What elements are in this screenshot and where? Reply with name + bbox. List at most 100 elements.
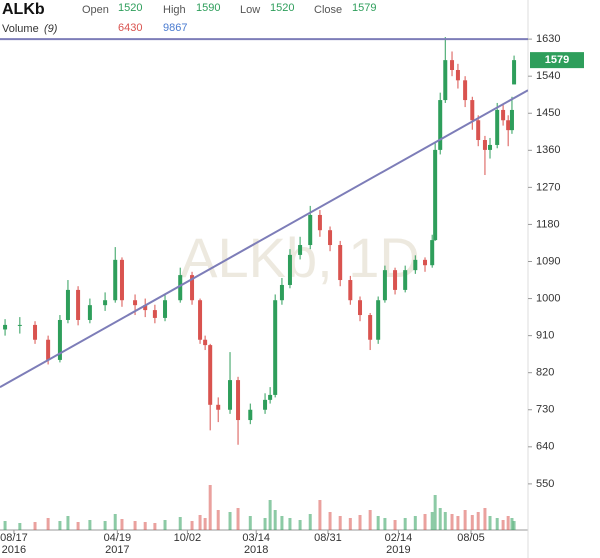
candle-body xyxy=(76,289,81,320)
candle-body xyxy=(430,240,435,266)
candle-body xyxy=(423,259,428,266)
y-tick-label: 1540 xyxy=(536,70,560,82)
candle-body xyxy=(413,259,418,271)
volume-bar xyxy=(510,518,514,530)
volume-bar xyxy=(113,514,117,530)
volume-bar xyxy=(456,516,460,530)
candle-body xyxy=(216,404,221,410)
volume-value: 6430 xyxy=(118,22,142,34)
volume-bar xyxy=(376,516,380,530)
volume-bar xyxy=(501,520,505,530)
volume-bar xyxy=(133,521,137,530)
candle-body xyxy=(328,230,333,246)
volume-bar xyxy=(413,516,417,530)
volume-bar xyxy=(268,500,272,530)
x-tick-label: 04/19 xyxy=(104,532,132,544)
low-label: Low xyxy=(240,4,260,16)
candle-body xyxy=(376,300,381,340)
candle-body xyxy=(57,319,62,360)
volume-bar xyxy=(163,520,167,530)
volume-bar xyxy=(3,521,7,530)
candle-body xyxy=(403,270,408,290)
candle-body xyxy=(17,324,22,326)
candle-body xyxy=(248,409,253,421)
x-tick-year: 2017 xyxy=(105,544,129,556)
candle-body xyxy=(393,270,398,290)
volume-average: 9867 xyxy=(163,22,187,34)
volume-bar xyxy=(328,512,332,530)
candle-body xyxy=(298,245,303,255)
volume-bar xyxy=(338,516,342,530)
candle-body xyxy=(268,394,273,400)
volume-bar xyxy=(438,508,442,530)
candle-body xyxy=(208,345,213,405)
y-tick-label: 1270 xyxy=(536,181,560,193)
volume-bar xyxy=(263,518,267,530)
x-tick-label: 10/02 xyxy=(174,532,202,544)
volume-bar xyxy=(463,510,467,530)
y-tick-label: 820 xyxy=(536,367,554,379)
volume-bar xyxy=(120,519,124,530)
candle-body xyxy=(443,60,448,101)
volume-bar xyxy=(358,515,362,530)
volume-bar xyxy=(368,510,372,530)
price-tag xyxy=(530,52,584,69)
candle-body xyxy=(368,315,373,340)
y-tick-label: 1360 xyxy=(536,144,560,156)
volume-bar xyxy=(512,521,516,530)
candle-body xyxy=(501,109,506,121)
candle-body xyxy=(463,80,468,101)
volume-bar xyxy=(495,518,499,530)
y-tick-label: 910 xyxy=(536,330,554,342)
y-tick-label: 640 xyxy=(536,441,554,453)
volume-bar xyxy=(318,500,322,530)
candle-body xyxy=(3,324,8,330)
volume-bar xyxy=(488,516,492,530)
volume-bar xyxy=(308,514,312,530)
y-tick-label: 1000 xyxy=(536,292,560,304)
x-tick-label: 08/05 xyxy=(457,532,485,544)
volume-bar xyxy=(178,517,182,530)
volume-bar xyxy=(198,515,202,530)
candle-body xyxy=(87,305,92,320)
trend-line xyxy=(0,89,528,388)
candle-body xyxy=(358,300,363,316)
candle-body xyxy=(133,300,138,306)
x-tick-label: 08/17 xyxy=(0,532,28,544)
close-label: Close xyxy=(314,4,342,16)
volume-bar xyxy=(423,514,427,530)
candle-body xyxy=(203,339,208,346)
volume-bar xyxy=(46,518,50,530)
open-label: Open xyxy=(82,4,109,16)
y-tick-label: 550 xyxy=(536,478,554,490)
volume-bar xyxy=(208,485,212,530)
volume-bar xyxy=(18,523,22,530)
candle-body xyxy=(236,380,241,421)
volume-bar xyxy=(190,521,194,530)
candle-body xyxy=(308,214,313,246)
volume-label: Volume xyxy=(2,23,39,35)
candle-body xyxy=(103,300,108,306)
candle-body xyxy=(433,149,438,241)
candle-body xyxy=(33,324,38,340)
volume-bar xyxy=(443,512,447,530)
x-tick-year: 2019 xyxy=(386,544,410,556)
volume-bar xyxy=(430,512,434,530)
volume-bar xyxy=(216,510,220,530)
volume-bar xyxy=(203,518,207,530)
volume-bar xyxy=(383,518,387,530)
x-tick-label: 02/14 xyxy=(385,532,413,544)
volume-bar xyxy=(58,521,62,530)
candle-body xyxy=(438,100,443,150)
volume-bar xyxy=(228,512,232,530)
candle-body xyxy=(495,109,500,145)
high-value: 1590 xyxy=(196,2,220,14)
volume-bar xyxy=(470,515,474,530)
volume-bar xyxy=(280,516,284,530)
y-tick-label: 1180 xyxy=(536,218,560,230)
price-tag-label: 1579 xyxy=(545,54,569,66)
candle-body xyxy=(509,109,514,131)
volume-bar xyxy=(393,520,397,530)
volume-bar xyxy=(103,521,107,530)
